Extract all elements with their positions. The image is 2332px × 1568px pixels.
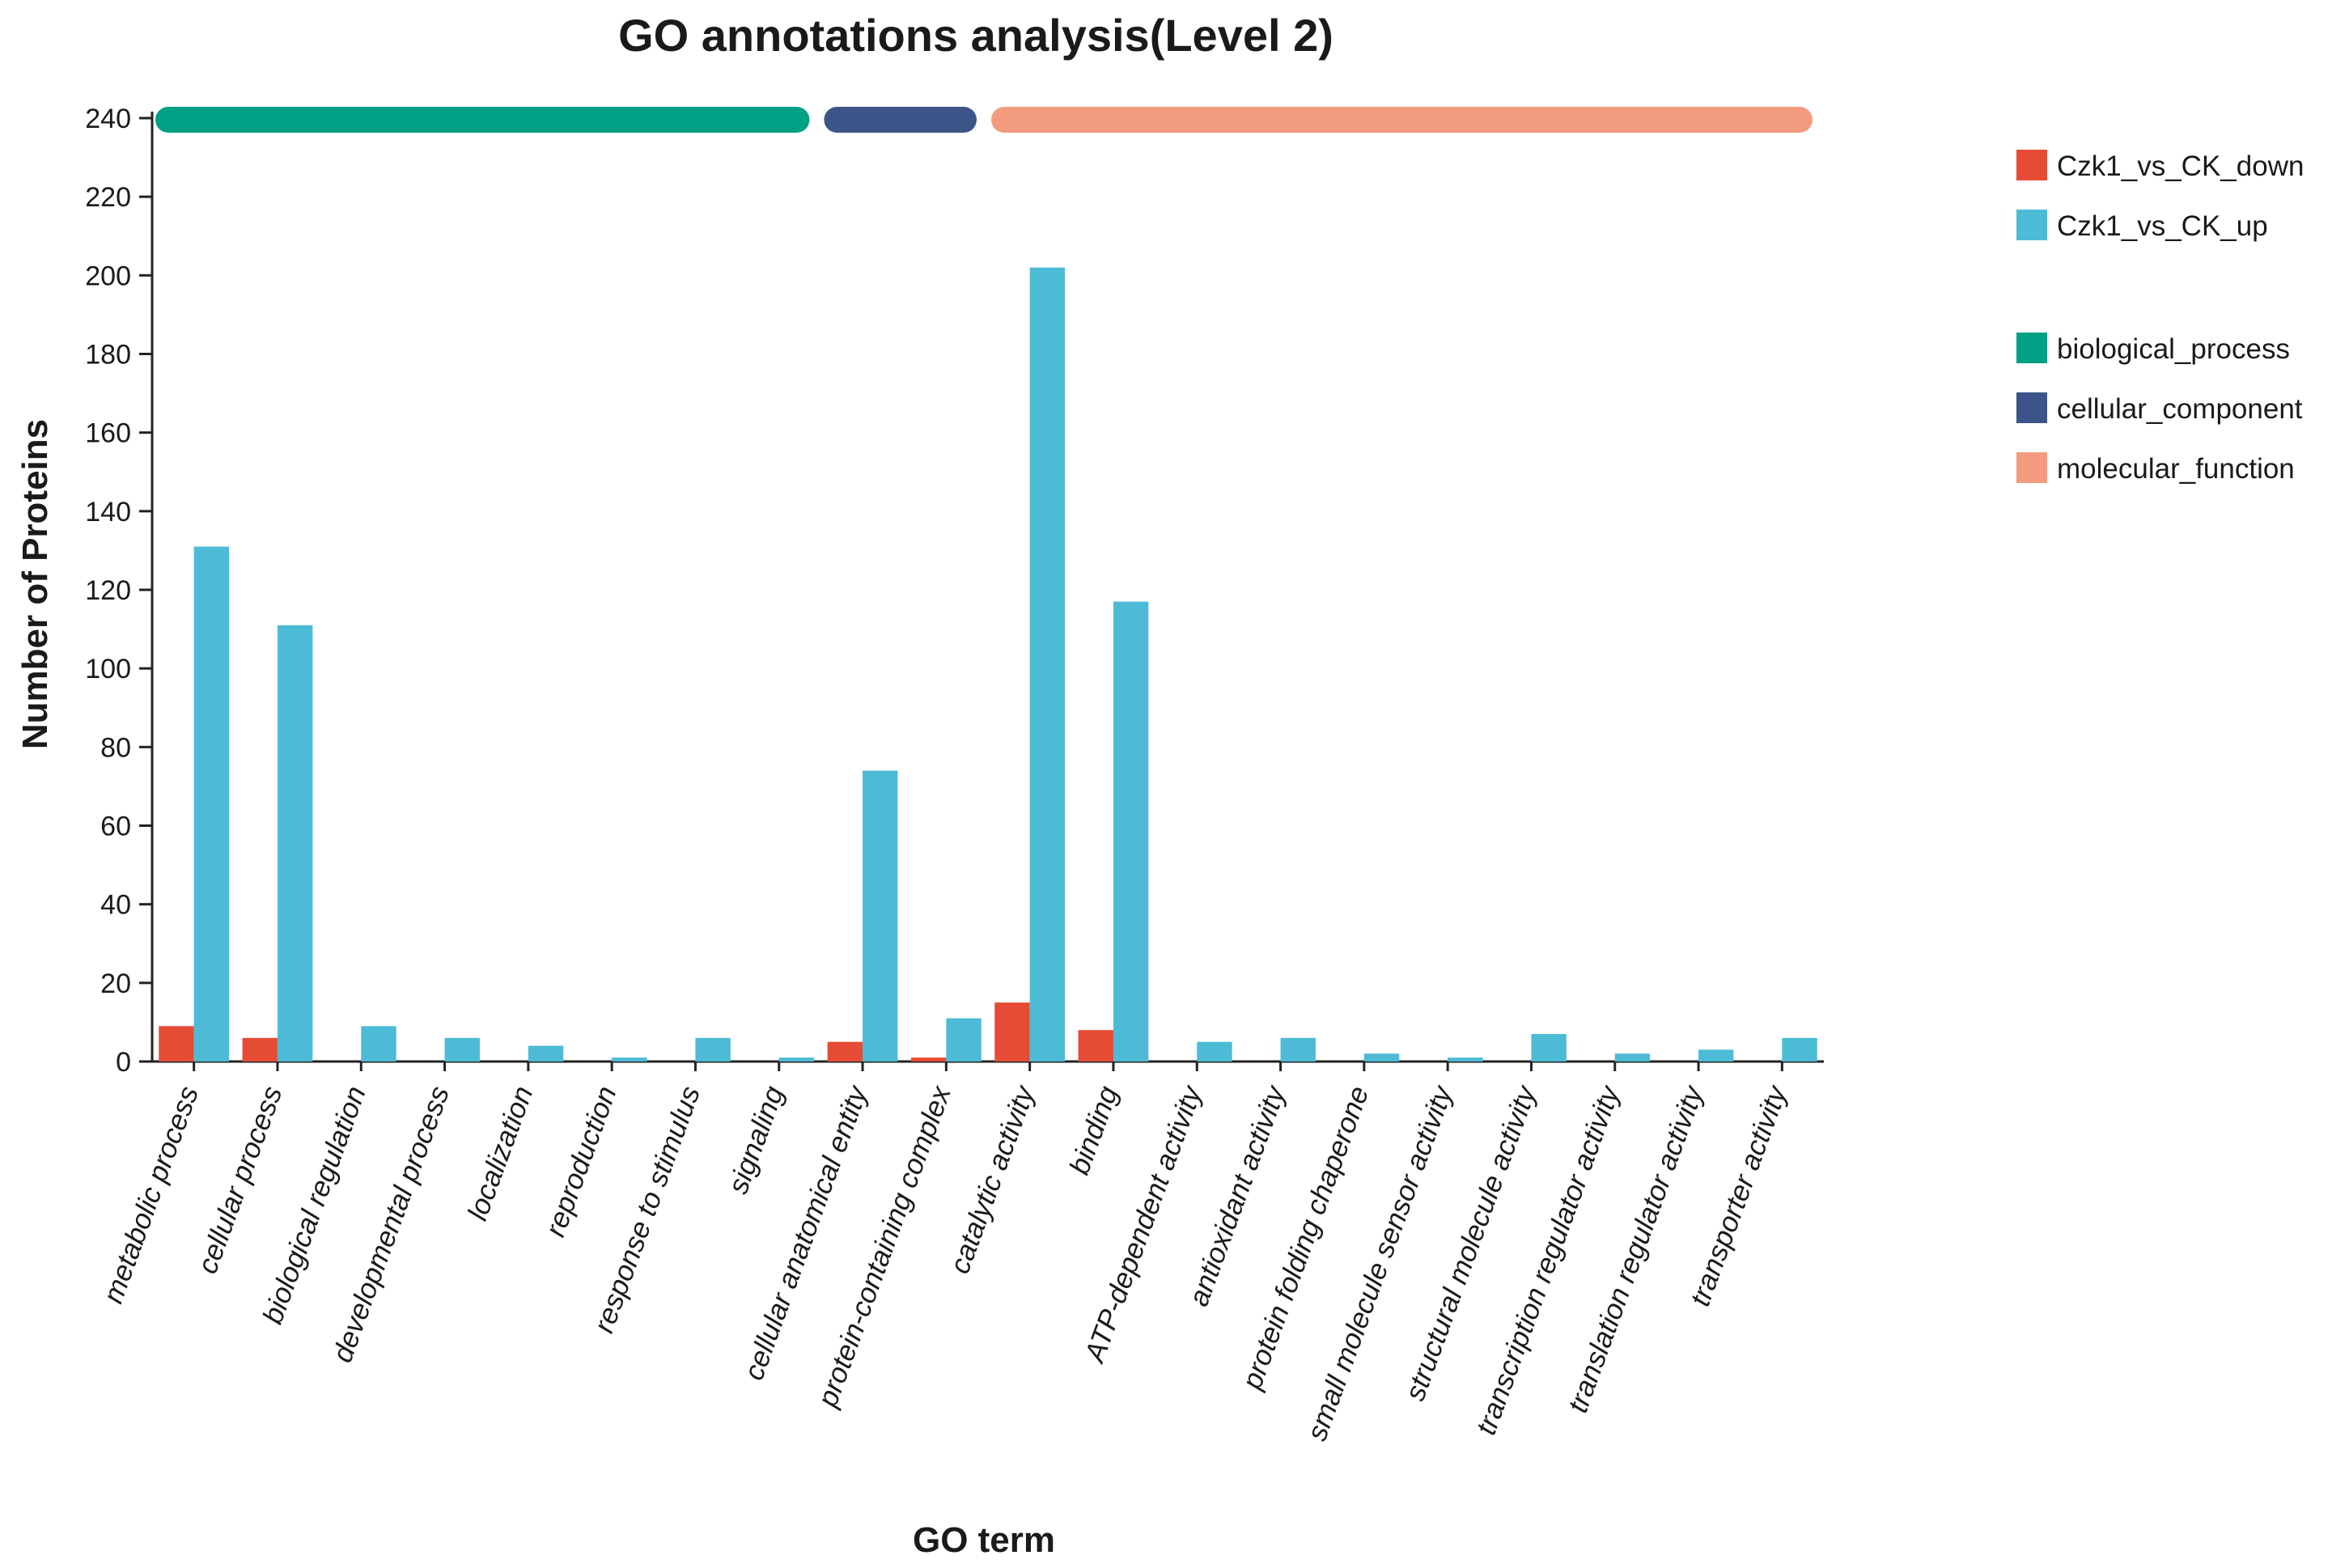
y-tick-label: 60 <box>100 812 131 842</box>
bar-up <box>1363 1053 1400 1062</box>
group-bar-cellular-component <box>824 107 977 133</box>
y-tick-label: 240 <box>85 104 131 134</box>
bar-down <box>1078 1030 1113 1062</box>
legend-label: cellular_component <box>2057 393 2303 425</box>
bar-up <box>1113 601 1149 1062</box>
bar-down <box>910 1057 947 1062</box>
category-label: cellular process <box>192 1082 289 1278</box>
category-label: signaling <box>722 1082 790 1198</box>
y-tick-label: 0 <box>116 1047 131 1078</box>
category-label: localization <box>461 1082 539 1224</box>
bar-up <box>863 770 898 1062</box>
bar-up <box>1698 1049 1734 1062</box>
y-axis-title: Number of Proteins <box>15 419 55 749</box>
bar-up <box>1782 1037 1817 1062</box>
y-tick-label: 40 <box>100 890 131 921</box>
y-tick-label: 80 <box>100 732 131 763</box>
category-label: reproduction <box>539 1082 622 1240</box>
legend-label: molecular_function <box>2057 453 2295 485</box>
y-tick-label: 160 <box>85 418 131 449</box>
legend: Czk1_vs_CK_down Czk1_vs_CK_up biological_p… <box>2016 150 2304 485</box>
bar-up <box>1614 1053 1651 1062</box>
bar-up <box>1197 1041 1232 1062</box>
category-label: metabolic process <box>97 1082 205 1307</box>
bar-up <box>946 1018 982 1062</box>
bar-up <box>193 546 230 1062</box>
bar-down <box>994 1002 1030 1062</box>
legend-label: biological_process <box>2057 333 2290 365</box>
bar-up <box>1280 1037 1316 1062</box>
legend-swatch <box>2016 452 2047 483</box>
bar-up <box>444 1037 480 1062</box>
y-tick-label: 120 <box>85 575 131 606</box>
y-tick-label: 140 <box>85 497 131 528</box>
y-tick-label: 220 <box>85 182 131 213</box>
bar-up <box>1531 1033 1567 1062</box>
group-bar-molecular-function <box>991 107 1813 133</box>
legend-swatch <box>2016 210 2047 240</box>
y-tick-label: 180 <box>85 340 131 371</box>
y-tick-label: 200 <box>85 261 131 291</box>
bar-up <box>528 1045 564 1062</box>
y-tick-label: 20 <box>100 968 131 999</box>
category-label: small molecule sensor activity <box>1301 1080 1460 1445</box>
bar-up <box>1448 1057 1483 1062</box>
legend-label: Czk1_vs_CK_down <box>2057 150 2304 182</box>
bar-up <box>277 625 313 1062</box>
group-bar-biological-process <box>155 107 810 133</box>
x-axis-title: GO term <box>913 1520 1055 1560</box>
chart-title: GO annotations analysis(Level 2) <box>618 10 1333 61</box>
bar-down <box>159 1026 194 1062</box>
category-label: catalytic activity <box>943 1080 1041 1278</box>
bar-up <box>361 1026 396 1062</box>
bar-down <box>242 1037 278 1062</box>
legend-label: Czk1_vs_CK_up <box>2057 210 2268 242</box>
legend-swatch <box>2016 392 2047 423</box>
legend-swatch <box>2016 150 2047 180</box>
plot-area: 0 20 40 60 80 100 120 140 160 180 200 220 240 metabol… <box>85 104 1824 1445</box>
bar-up <box>612 1057 647 1062</box>
bar-up <box>778 1057 815 1062</box>
bar-up <box>1029 267 1066 1062</box>
y-tick-label: 100 <box>85 654 131 684</box>
category-label: binding <box>1063 1082 1124 1179</box>
bar-down <box>827 1041 863 1062</box>
legend-swatch <box>2016 333 2047 363</box>
bar-up <box>695 1037 731 1062</box>
